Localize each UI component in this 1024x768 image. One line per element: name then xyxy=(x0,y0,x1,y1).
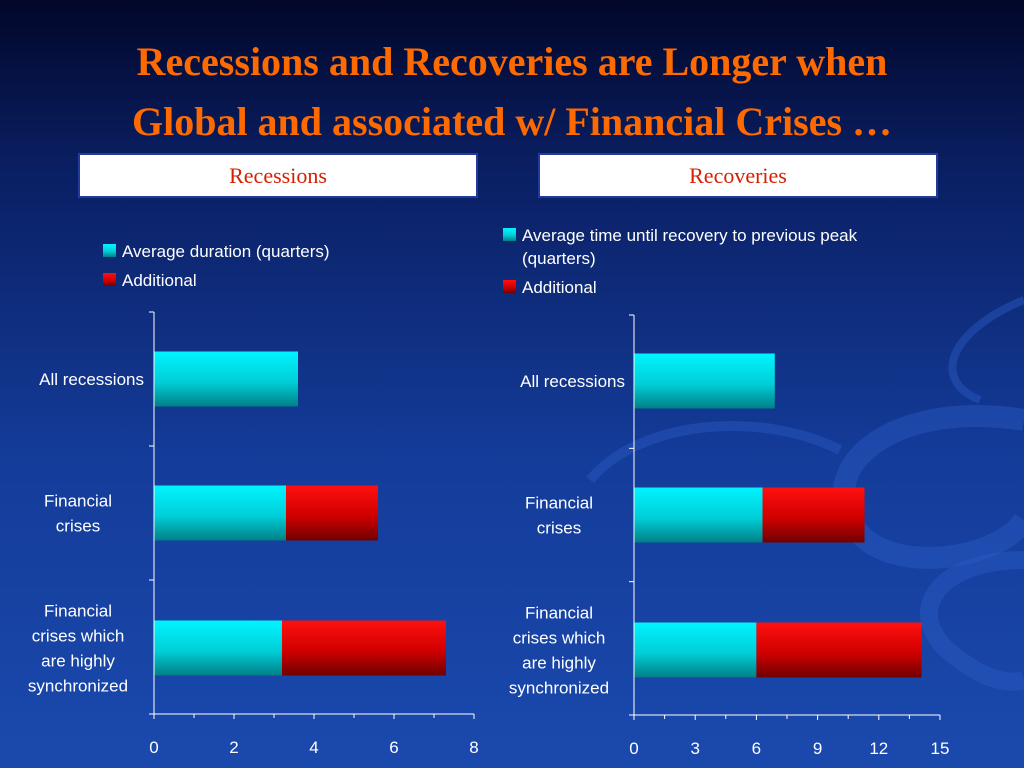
recessions-bar-base-1 xyxy=(154,485,286,541)
recoveries-category-label-1: crises xyxy=(537,519,581,538)
recoveries-bar-base-0 xyxy=(634,353,775,409)
recoveries-bar-additional-2 xyxy=(756,622,922,678)
recessions-category-label-2: crises which xyxy=(32,627,125,646)
section-label-recessions: Recessions xyxy=(78,153,478,198)
recessions-x-tick-label: 8 xyxy=(469,738,478,757)
recoveries-category-label-2: crises which xyxy=(513,629,606,648)
recoveries-legend-swatch-1 xyxy=(503,280,516,293)
recoveries-x-tick-label: 12 xyxy=(869,739,888,758)
recoveries-x-tick-label: 15 xyxy=(931,739,950,758)
recessions-category-label-0: All recessions xyxy=(39,370,144,389)
recessions-category-label-2: synchronized xyxy=(28,677,128,696)
recoveries-category-label-2: synchronized xyxy=(509,679,609,698)
recoveries-legend-label-0: Average time until recovery to previous … xyxy=(522,226,858,245)
recoveries-x-tick-label: 9 xyxy=(813,739,822,758)
recessions-bar-additional-2 xyxy=(282,620,446,676)
section-label-recoveries: Recoveries xyxy=(538,153,938,198)
recessions-category-label-2: are highly xyxy=(41,652,115,671)
recoveries-category-label-0: All recessions xyxy=(520,372,625,391)
recessions-category-label-1: crises xyxy=(56,517,100,536)
recoveries-x-tick-label: 3 xyxy=(690,739,699,758)
recoveries-bar-additional-1 xyxy=(762,487,865,543)
recoveries-bar-base-2 xyxy=(634,622,757,678)
recoveries-x-tick-label: 6 xyxy=(752,739,761,758)
recoveries-category-label-1: Financial xyxy=(525,494,593,513)
recoveries-legend-label-0: (quarters) xyxy=(522,249,596,268)
slide-title-line-2: Global and associated w/ Financial Crise… xyxy=(131,99,893,144)
recessions-category-label-2: Financial xyxy=(44,602,112,621)
recessions-category-label-1: Financial xyxy=(44,492,112,511)
recessions-legend-swatch-1 xyxy=(103,273,116,286)
recessions-legend-label-1: Additional xyxy=(122,271,197,290)
recessions-legend-label-0: Average duration (quarters) xyxy=(122,242,330,261)
recoveries-bar-base-1 xyxy=(634,487,763,543)
recessions-bar-additional-1 xyxy=(286,485,378,541)
recoveries-legend-label-1: Additional xyxy=(522,278,597,297)
recoveries-category-label-2: are highly xyxy=(522,654,596,673)
recoveries-legend-swatch-0 xyxy=(503,228,516,241)
recessions-x-tick-label: 2 xyxy=(229,738,238,757)
recoveries-category-label-2: Financial xyxy=(525,604,593,623)
recessions-legend-swatch-0 xyxy=(103,244,116,257)
slide-title-line-1: Recessions and Recoveries are Longer whe… xyxy=(136,39,888,84)
recessions-x-tick-label: 6 xyxy=(389,738,398,757)
recessions-bar-base-0 xyxy=(154,351,298,407)
recoveries-x-tick-label: 0 xyxy=(629,739,638,758)
recessions-bar-base-2 xyxy=(154,620,282,676)
recessions-x-tick-label: 0 xyxy=(149,738,158,757)
recessions-x-tick-label: 4 xyxy=(309,738,318,757)
